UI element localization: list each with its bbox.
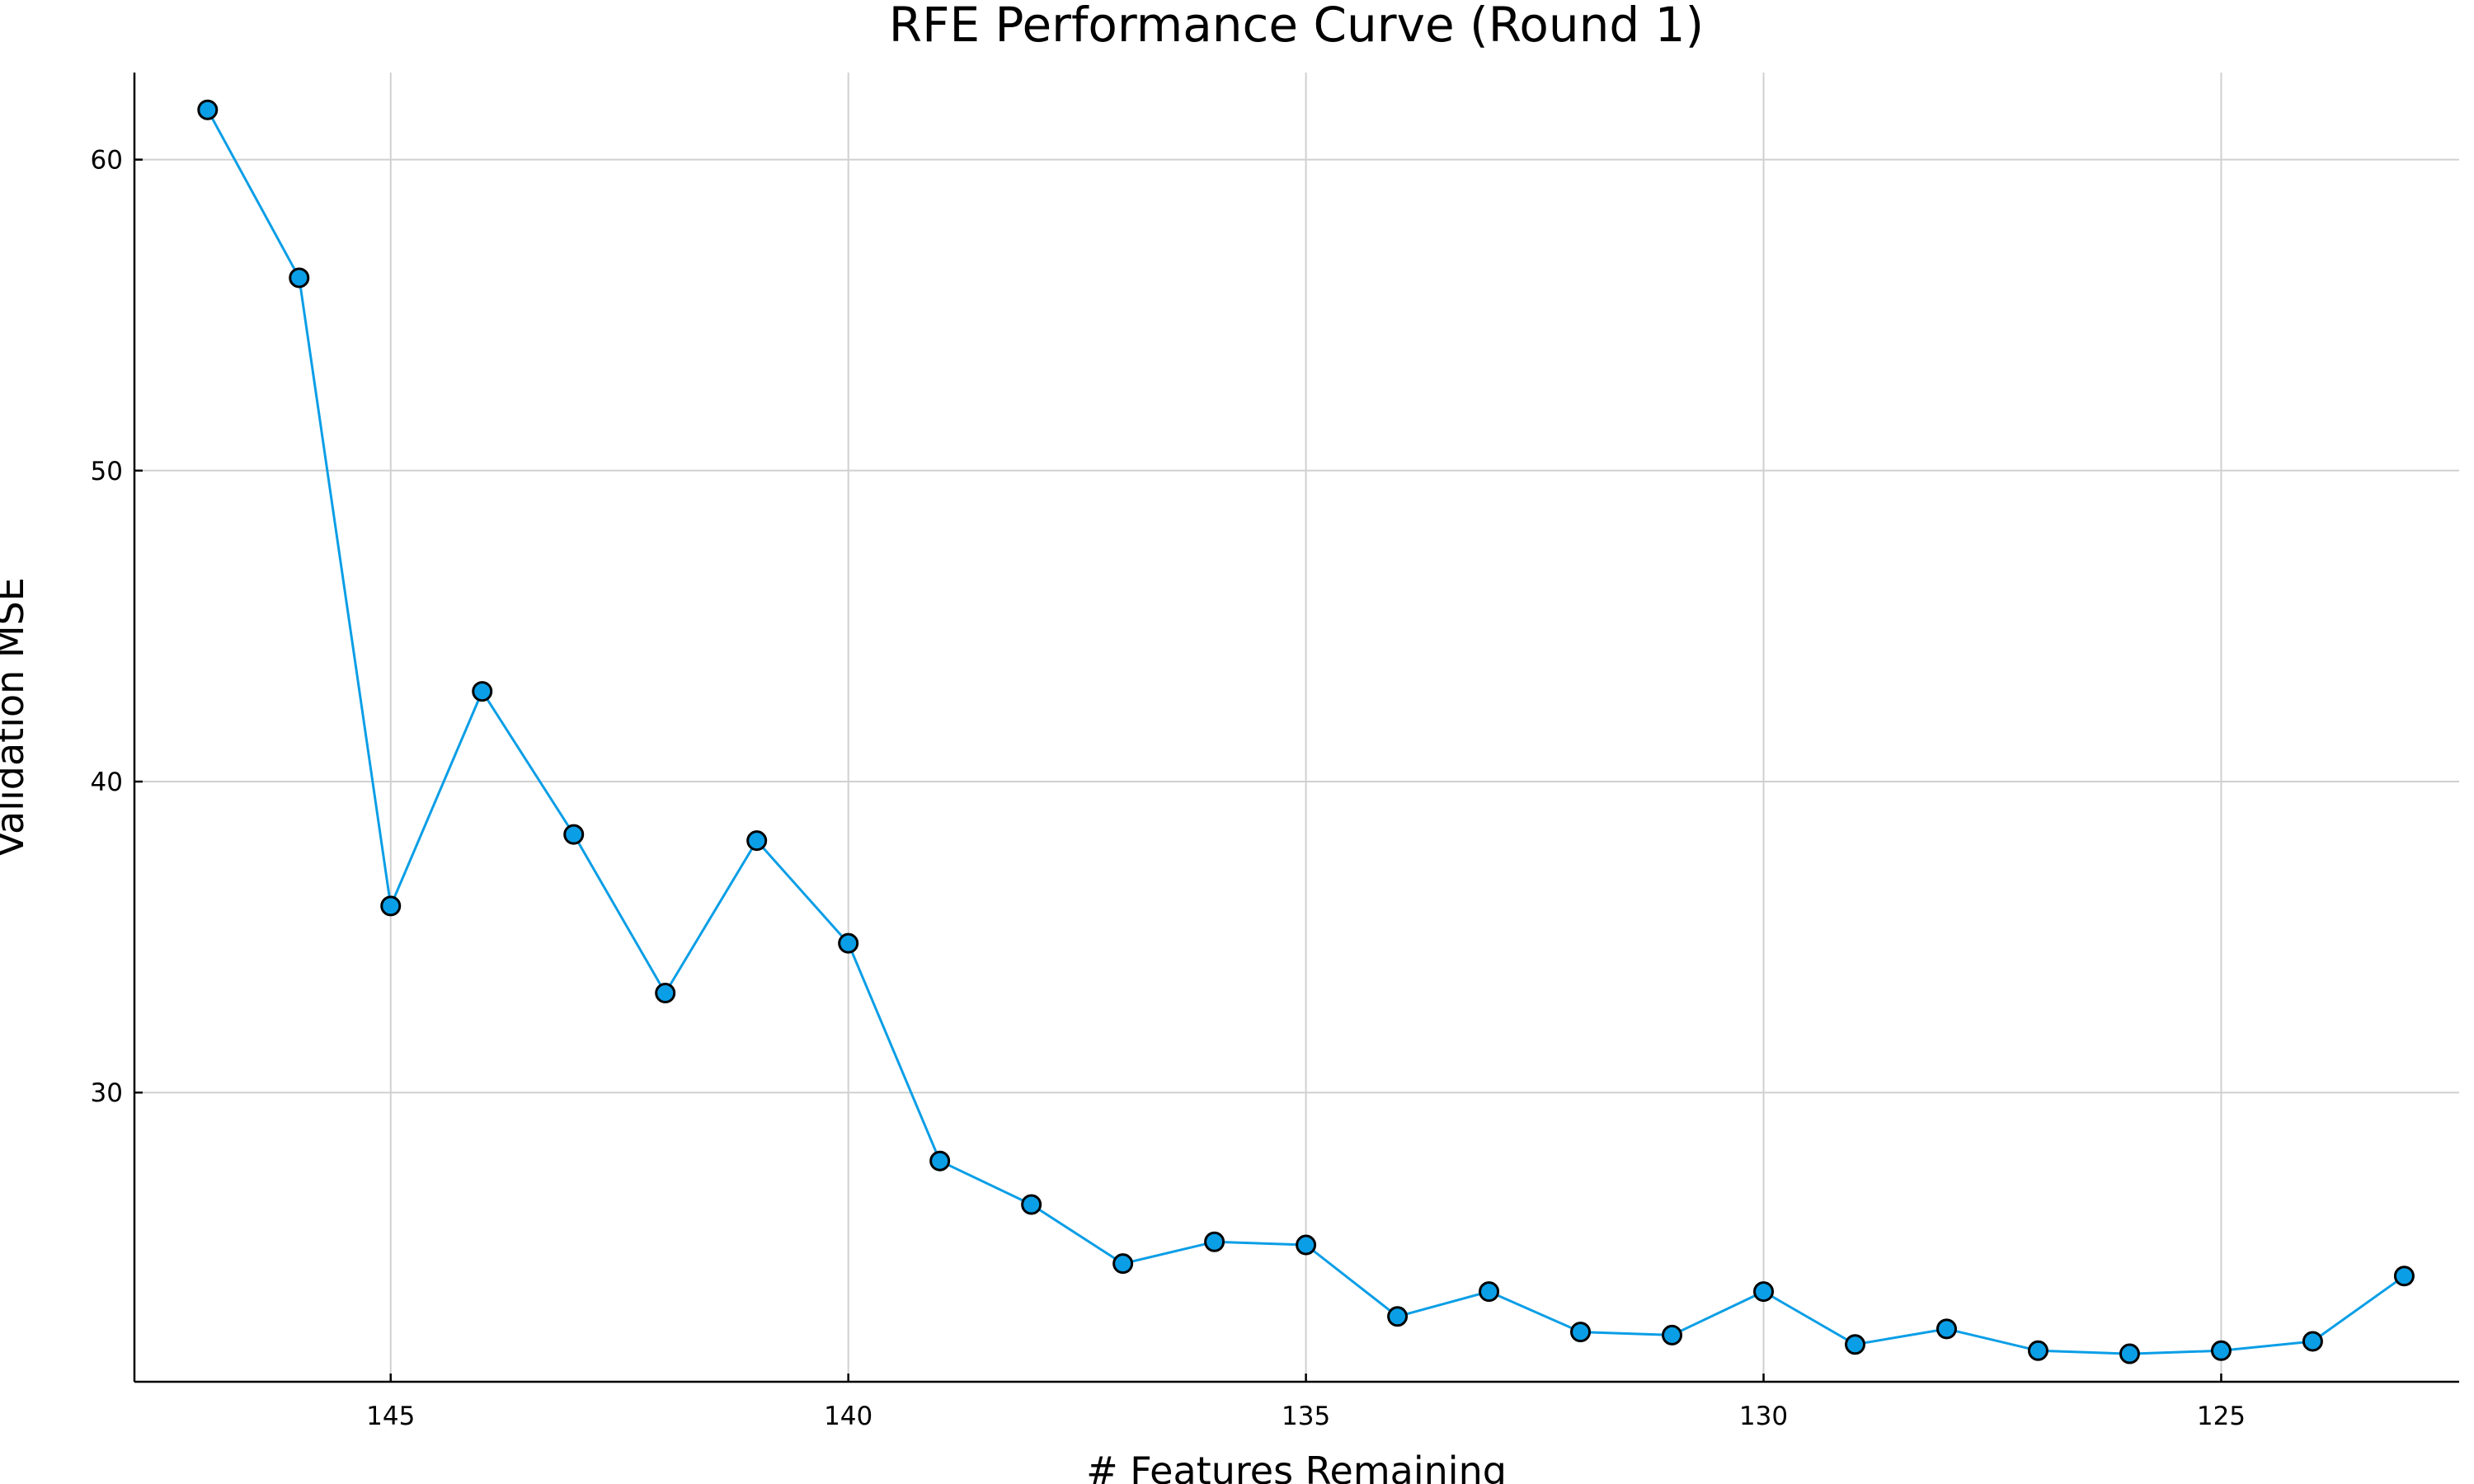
data-point [1753, 1281, 1775, 1303]
x-tick-labels: 145 140 135 130 125 [366, 1402, 2246, 1431]
data-point [1204, 1231, 1225, 1252]
data-point [1021, 1194, 1042, 1215]
x-axis-label: # Features Remaining [1086, 1449, 1507, 1484]
data-point [655, 983, 676, 1004]
data-point [289, 267, 310, 289]
data-point [472, 681, 493, 702]
data-point [929, 1150, 951, 1172]
data-point [1387, 1306, 1409, 1327]
y-tick-label: 60 [91, 146, 123, 176]
data-point [2393, 1266, 2415, 1287]
data-point [2119, 1343, 2140, 1364]
grid [134, 73, 2459, 1382]
data-point [1112, 1253, 1134, 1275]
data-point [1935, 1318, 1957, 1340]
x-tick-label: 135 [1282, 1402, 1330, 1431]
x-tick-label: 145 [366, 1402, 415, 1431]
data-point [1662, 1324, 1683, 1345]
y-tick-label: 40 [91, 768, 123, 797]
data-point [2210, 1340, 2232, 1361]
data-point [563, 824, 585, 845]
data-point [2027, 1340, 2048, 1361]
y-tick-label: 30 [91, 1078, 123, 1108]
data-point [1845, 1334, 1866, 1355]
data-point [380, 895, 402, 917]
x-tick-label: 125 [2197, 1402, 2246, 1431]
chart-title: RFE Performance Curve (Round 1) [889, 0, 1704, 53]
data-point [746, 830, 768, 852]
data-point [197, 99, 219, 120]
x-tick-label: 130 [1739, 1402, 1788, 1431]
y-axis-label: Validation MSE [0, 577, 32, 857]
data-points [197, 99, 2415, 1364]
x-tick-label: 140 [824, 1402, 872, 1431]
axes [133, 73, 2459, 1383]
data-point [1479, 1281, 1500, 1303]
data-point [1296, 1234, 1317, 1256]
data-point [2302, 1331, 2323, 1352]
data-point [1570, 1322, 1592, 1343]
y-tick-label: 50 [91, 457, 123, 486]
data-point [838, 932, 859, 954]
y-tick-labels: 30 40 50 60 [91, 146, 123, 1109]
